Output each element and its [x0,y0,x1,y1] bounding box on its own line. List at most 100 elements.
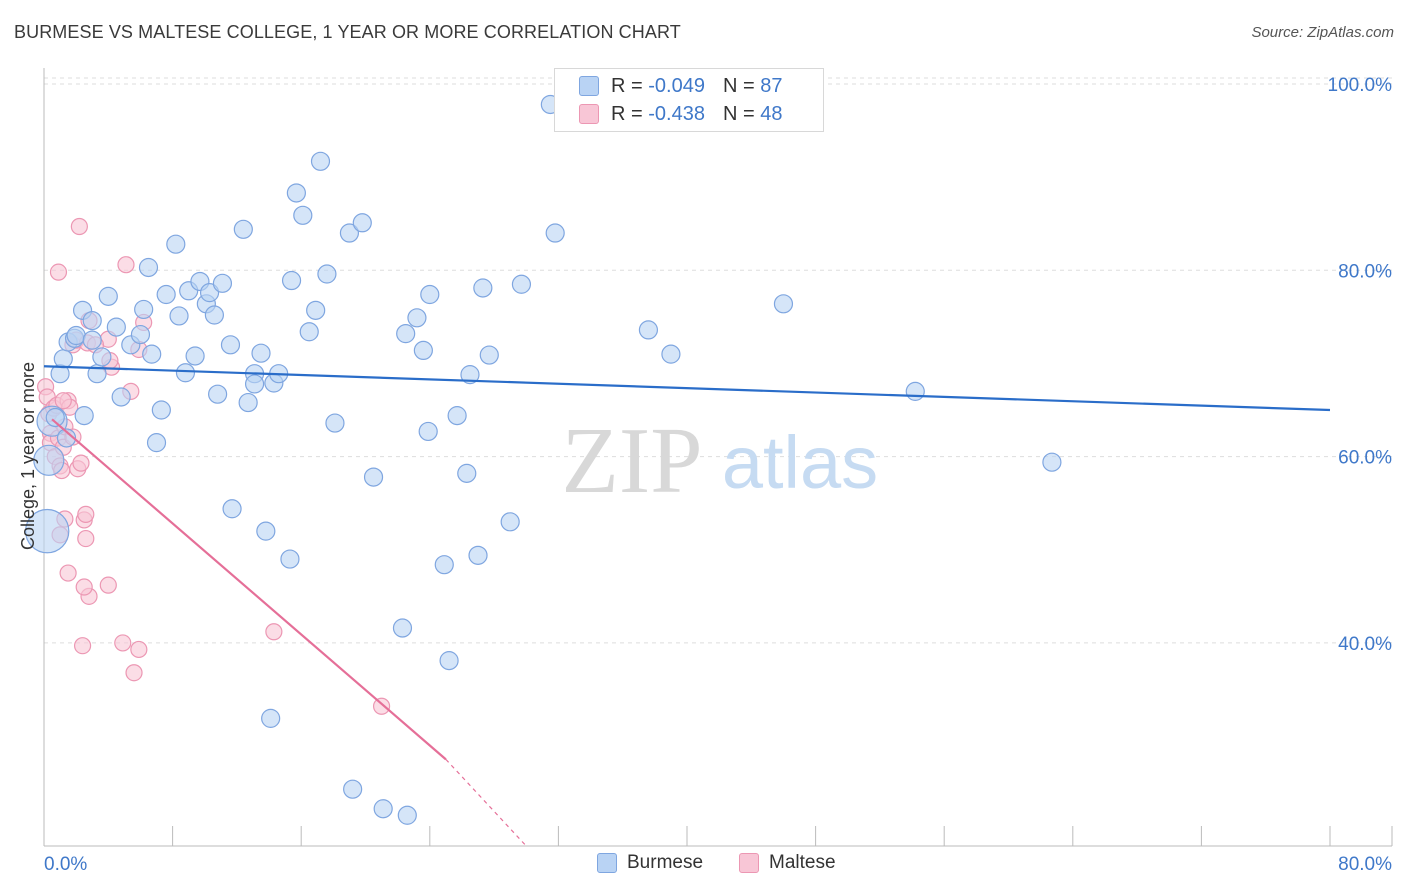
maltese-point[interactable] [77,505,95,523]
burmese-point[interactable] [175,363,196,383]
maltese-point[interactable] [70,217,88,236]
maltese-point[interactable] [72,454,90,472]
burmese-point[interactable] [434,555,454,575]
burmese-point[interactable] [208,384,228,404]
burmese-point[interactable] [343,779,363,799]
burmese-point[interactable] [82,330,102,350]
burmese-point[interactable] [447,406,467,426]
burmese-point[interactable] [280,549,300,569]
burmese-point[interactable] [392,618,413,638]
burmese-point[interactable] [286,183,306,203]
maltese-point[interactable] [130,640,148,659]
maltese-point[interactable] [77,529,95,548]
burmese-point[interactable] [106,317,126,337]
burmese-point[interactable] [420,284,440,305]
burmese-point[interactable] [33,444,65,476]
maltese-point[interactable] [265,623,283,641]
burmese-point[interactable] [306,300,326,320]
maltese-point[interactable] [372,697,391,715]
burmese-point[interactable] [238,392,258,413]
burmese-point[interactable] [773,294,794,314]
burmese-point[interactable] [146,433,167,453]
maltese-point[interactable] [99,576,117,594]
burmese-point[interactable] [661,344,681,364]
burmese-point[interactable] [233,219,253,239]
burmese-point[interactable] [373,799,393,819]
burmese-point[interactable] [156,284,176,305]
burmese-point[interactable] [92,347,112,367]
burmese-point[interactable] [212,273,233,293]
burmese-point[interactable] [111,387,131,407]
legend-item-maltese[interactable]: Maltese [739,852,836,874]
burmese-point[interactable] [511,274,532,294]
burmese-point[interactable] [299,322,319,342]
maltese-point[interactable] [54,392,72,410]
burmese-point[interactable] [130,324,151,345]
burmese-point[interactable] [293,205,313,225]
burmese-point[interactable] [56,428,77,448]
burmese-point[interactable] [256,521,276,541]
y-tick-label: 40.0% [1338,634,1392,655]
burmese-point[interactable] [166,234,186,254]
burmese-point[interactable] [244,374,265,394]
burmese-point[interactable] [310,151,331,171]
maltese-point[interactable] [59,564,77,582]
maltese-r-value: -0.438 [648,102,705,125]
burmese-point[interactable] [363,467,384,487]
burmese-point[interactable] [317,264,337,284]
burmese-point[interactable] [325,413,345,433]
burmese-point[interactable] [479,345,499,365]
maltese-point[interactable] [125,664,143,682]
burmese-point[interactable] [199,283,220,303]
burmese-point[interactable] [82,310,102,331]
legend-item-burmese[interactable]: Burmese [597,852,703,874]
burmese-point[interactable] [545,223,565,243]
burmese-point[interactable] [339,223,360,243]
burmese-swatch [579,76,599,96]
maltese-point[interactable] [114,634,132,652]
burmese-point[interactable] [151,400,171,420]
burmese-point[interactable] [251,343,271,363]
burmese-point[interactable] [396,324,416,344]
maltese-point[interactable] [117,256,135,274]
burmese-point[interactable] [220,335,241,355]
burmese-point[interactable] [25,508,70,554]
burmese-point[interactable] [468,545,488,565]
burmese-point[interactable] [142,344,162,364]
burmese-point[interactable] [138,257,159,278]
burmese-point[interactable] [500,512,520,532]
maltese-point[interactable] [75,578,93,596]
burmese-point[interactable] [281,270,302,291]
burmese-r-value: -0.049 [648,74,705,97]
maltese-point[interactable] [73,637,92,655]
burmese-point[interactable] [638,320,659,340]
burmese-point[interactable] [905,381,925,401]
burmese-point[interactable] [45,407,65,428]
burmese-point[interactable] [1042,452,1062,472]
burmese-point[interactable] [204,305,224,325]
maltese-legend-swatch [739,853,759,873]
burmese-point[interactable] [261,708,281,728]
watermark-atlas: atlas [722,421,878,504]
burmese-point[interactable] [134,299,154,320]
burmese-point[interactable] [397,805,417,825]
burmese-point[interactable] [473,278,493,298]
burmese-point[interactable] [460,365,480,385]
burmese-point[interactable] [185,346,205,366]
maltese-point[interactable] [49,263,68,281]
burmese-point[interactable] [98,286,118,306]
burmese-point[interactable] [222,499,242,519]
burmese-point[interactable] [457,463,477,483]
burmese-point[interactable] [74,406,94,426]
burmese-point[interactable] [53,349,73,369]
r-label: R = [611,102,643,125]
burmese-point[interactable] [413,340,433,361]
burmese-point[interactable] [407,308,427,328]
burmese-point[interactable] [352,213,372,233]
burmese-point[interactable] [418,421,438,442]
burmese-point[interactable] [169,306,189,326]
burmese-point[interactable] [66,325,86,346]
burmese-point[interactable] [439,651,459,671]
n-label: N = [722,102,755,125]
